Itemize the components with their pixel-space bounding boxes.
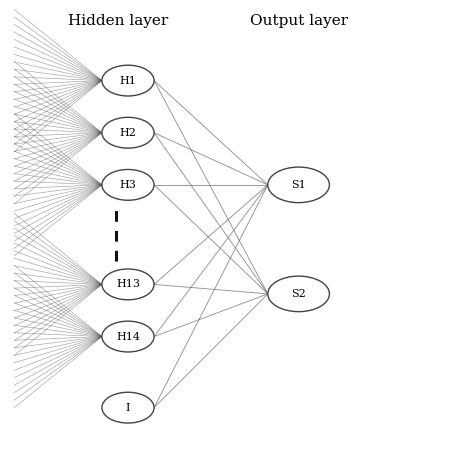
- Ellipse shape: [102, 65, 154, 96]
- Ellipse shape: [102, 170, 154, 200]
- Text: H13: H13: [116, 279, 140, 290]
- Ellipse shape: [102, 269, 154, 300]
- Text: H2: H2: [119, 128, 137, 138]
- Ellipse shape: [268, 167, 329, 203]
- Text: H3: H3: [119, 180, 137, 190]
- Text: Output layer: Output layer: [249, 14, 348, 28]
- Text: S2: S2: [291, 289, 306, 299]
- Text: H14: H14: [116, 331, 140, 342]
- Ellipse shape: [102, 118, 154, 148]
- Text: S1: S1: [291, 180, 306, 190]
- Text: Hidden layer: Hidden layer: [68, 14, 169, 28]
- Ellipse shape: [268, 276, 329, 312]
- Text: H1: H1: [119, 75, 137, 86]
- Ellipse shape: [102, 321, 154, 352]
- Text: I: I: [126, 402, 130, 413]
- Ellipse shape: [102, 392, 154, 423]
